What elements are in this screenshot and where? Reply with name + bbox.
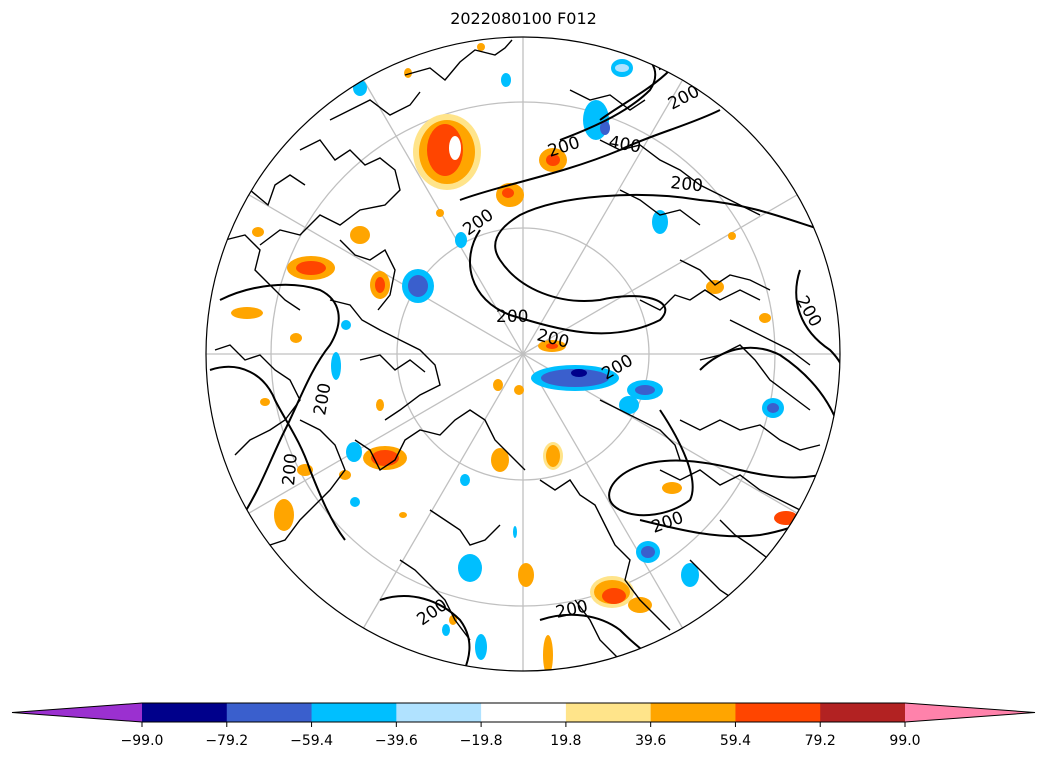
colorbar-extend-high bbox=[905, 703, 1035, 722]
colorbar-tick-label: −39.6 bbox=[375, 733, 418, 749]
colorbar-tick-label: 19.8 bbox=[550, 733, 581, 749]
colorbar-tick-label: 99.0 bbox=[889, 733, 920, 749]
colorbar-segment bbox=[481, 703, 567, 722]
colorbar-segment bbox=[820, 703, 906, 722]
colorbar-segment bbox=[396, 703, 482, 722]
colorbar-segment bbox=[650, 703, 736, 722]
contour-label: 200 bbox=[279, 452, 302, 486]
contour-label: 200 bbox=[665, 82, 703, 115]
colorbar-tick-label: −79.2 bbox=[205, 733, 248, 749]
colorbar-tick-label: −19.8 bbox=[460, 733, 503, 749]
colorbar-extend-low bbox=[12, 703, 142, 722]
colorbar-segment bbox=[142, 703, 228, 722]
colorbar-segment bbox=[565, 703, 652, 722]
colorbar-tick-label: 79.2 bbox=[805, 733, 836, 749]
colorbar-segment bbox=[735, 703, 821, 722]
colorbar-tick-label: 39.6 bbox=[635, 733, 666, 749]
contour-label: 200 bbox=[669, 173, 703, 196]
anomaly-fills bbox=[231, 43, 798, 671]
map-boundary bbox=[205, 36, 841, 672]
contour-label: 200 bbox=[545, 133, 582, 162]
colorbar-tick-label: 59.4 bbox=[720, 733, 751, 749]
contour-label: 200 bbox=[310, 381, 335, 416]
coastlines bbox=[214, 39, 821, 671]
contour-label: 200 bbox=[554, 597, 590, 623]
colorbar-tick-label: −59.4 bbox=[290, 733, 333, 749]
contour-label: 200 bbox=[649, 508, 686, 538]
map-title: 2022080100 F012 bbox=[450, 9, 597, 28]
map-disk: 200 200 400 200 200 200 200 200 200 200 … bbox=[206, 37, 840, 671]
colorbar-tick-label: −99.0 bbox=[121, 733, 164, 749]
colorbar-segment bbox=[226, 703, 313, 722]
colorbar: −99.0 −79.2 −59.4 −39.6 −19.8 19.8 39.6 59.4 79.… bbox=[11, 702, 1036, 749]
contour-label: 200 bbox=[496, 307, 528, 327]
contours bbox=[209, 54, 840, 671]
colorbar-segment bbox=[311, 703, 397, 722]
